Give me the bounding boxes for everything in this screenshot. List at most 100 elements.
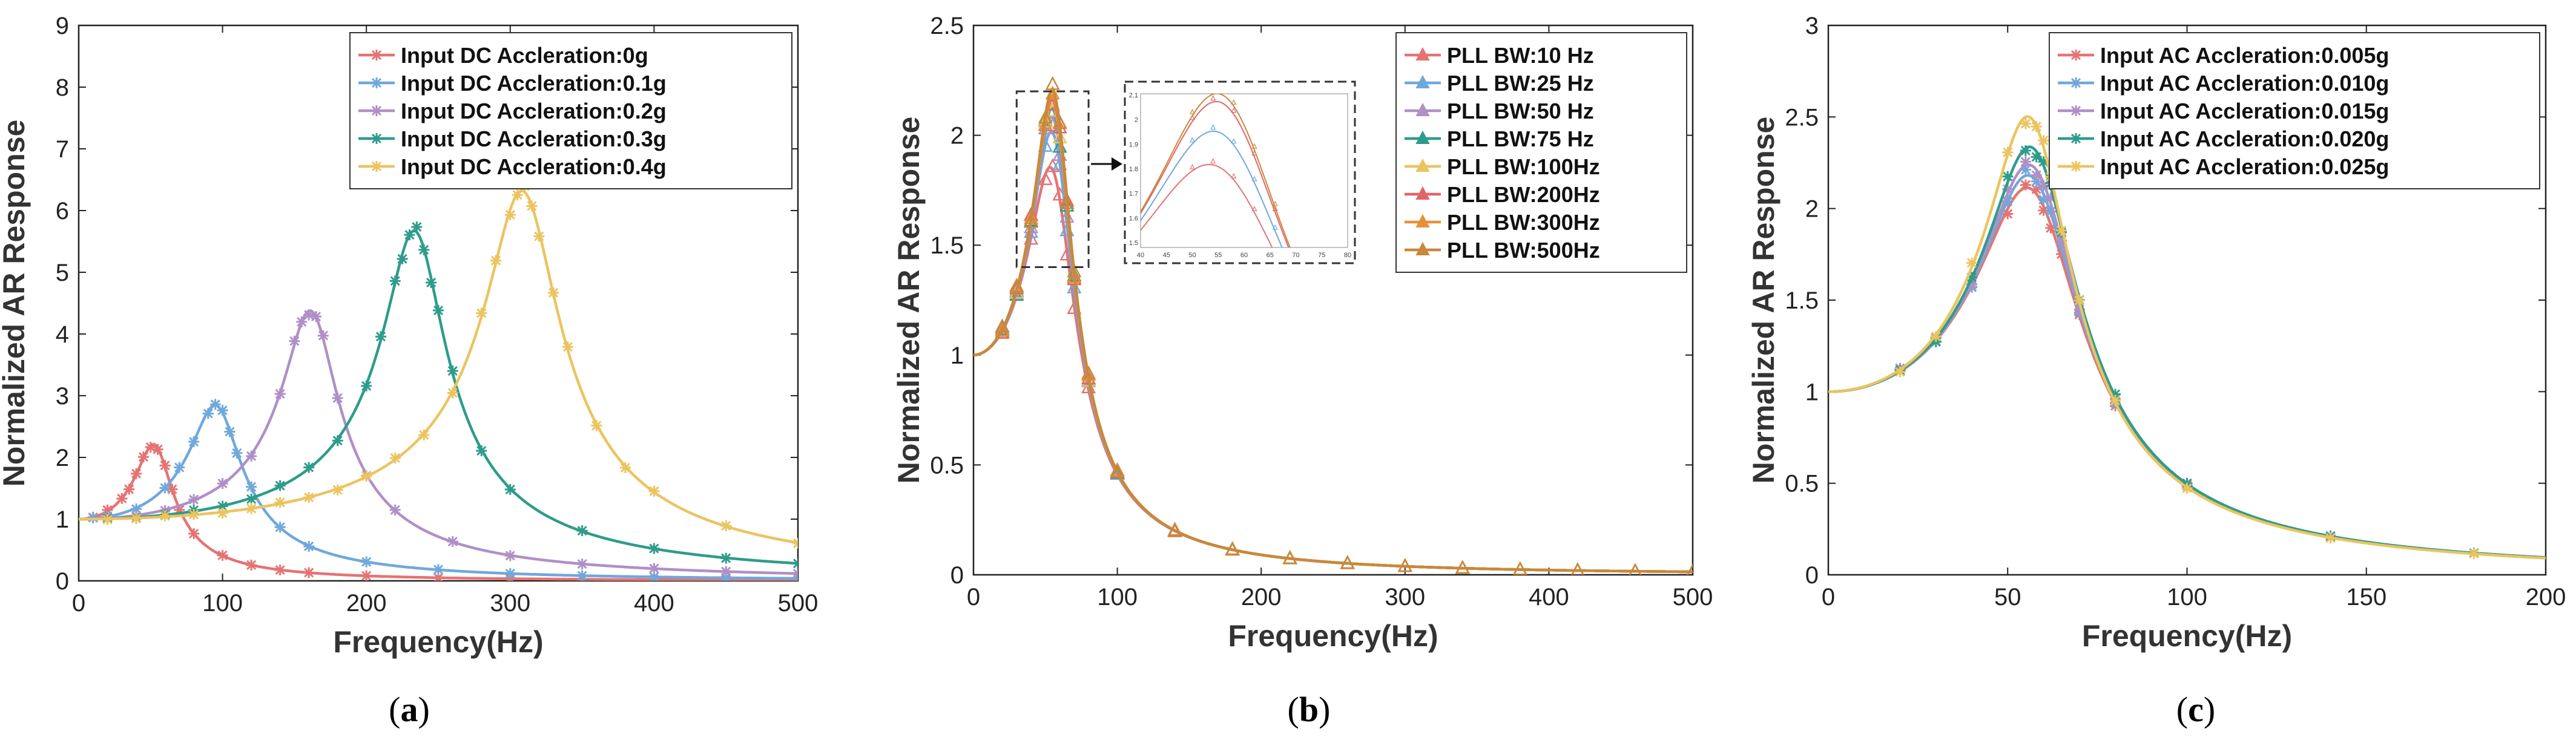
data-point bbox=[1038, 171, 1053, 185]
inset-series-line bbox=[1141, 164, 1273, 247]
y-tick-label: 3 bbox=[1805, 13, 1819, 39]
data-point bbox=[188, 528, 200, 540]
data-point bbox=[995, 322, 1010, 336]
inset-x-tick: 65 bbox=[1267, 252, 1274, 259]
data-point bbox=[389, 275, 401, 287]
data-point bbox=[397, 253, 408, 264]
data-point bbox=[2181, 482, 2193, 494]
data-point bbox=[246, 450, 257, 462]
legend-item: PLL BW:100Hz bbox=[1405, 154, 1600, 179]
data-point bbox=[217, 549, 228, 561]
data-point bbox=[389, 453, 401, 464]
legend-marker bbox=[1415, 158, 1430, 172]
data-point bbox=[274, 480, 286, 491]
inset-data-point bbox=[1272, 224, 1278, 230]
data-point bbox=[504, 209, 516, 220]
y-axis-label: Normalized AR Response bbox=[0, 120, 31, 487]
plot-content bbox=[973, 76, 1693, 575]
data-point bbox=[246, 481, 257, 493]
data-point bbox=[418, 429, 430, 440]
inset-data-point bbox=[1210, 124, 1216, 130]
data-point bbox=[1023, 214, 1039, 228]
data-point bbox=[1067, 263, 1082, 278]
data-point bbox=[2002, 208, 2014, 220]
legend-label: PLL BW:10 Hz bbox=[1447, 43, 1594, 68]
inset-y-tick: 1.9 bbox=[1129, 141, 1138, 148]
inset-data-point bbox=[1190, 137, 1195, 143]
inset-x-tick: 70 bbox=[1292, 252, 1299, 259]
data-point bbox=[159, 460, 171, 471]
legend-box bbox=[2049, 32, 2540, 189]
inset-y-tick: 1.8 bbox=[1129, 166, 1138, 173]
y-tick-label: 0 bbox=[1805, 562, 1819, 589]
data-point bbox=[131, 468, 142, 479]
data-point bbox=[2002, 146, 2014, 158]
data-point bbox=[2074, 295, 2085, 306]
y-tick-label: 1 bbox=[56, 506, 69, 533]
legend-item: Input AC Accleration:0.025g bbox=[2058, 154, 2389, 179]
y-tick-label: 3 bbox=[56, 383, 69, 410]
data-point bbox=[1687, 563, 1693, 575]
inset-x-tick: 75 bbox=[1318, 252, 1325, 259]
data-point bbox=[2020, 156, 2031, 168]
data-point bbox=[224, 426, 236, 437]
y-axis-label: Normalized AR Response bbox=[1747, 117, 1780, 484]
legend-item: PLL BW:300Hz bbox=[1405, 210, 1600, 235]
data-point bbox=[1052, 115, 1067, 129]
legend-label: PLL BW:25 Hz bbox=[1447, 71, 1594, 96]
data-point bbox=[2038, 135, 2049, 146]
inset-y-tick: 2.1 bbox=[1129, 92, 1138, 99]
data-point bbox=[332, 484, 343, 496]
series-line-2 bbox=[79, 309, 798, 575]
data-point bbox=[2031, 169, 2042, 181]
data-point bbox=[2002, 195, 2014, 207]
data-point bbox=[2031, 151, 2042, 163]
x-tick-label: 300 bbox=[490, 590, 530, 617]
data-point bbox=[1397, 558, 1412, 572]
legend-label: Input AC Accleration:0.020g bbox=[2100, 126, 2389, 151]
legend-label: Input AC Accleration:0.010g bbox=[2100, 71, 2389, 96]
data-point bbox=[159, 510, 171, 522]
inset-data-point bbox=[1190, 163, 1195, 169]
data-point bbox=[217, 508, 228, 519]
legend-marker bbox=[1415, 241, 1430, 255]
data-point bbox=[476, 445, 487, 457]
data-point bbox=[619, 462, 631, 473]
data-point bbox=[548, 287, 559, 298]
data-point bbox=[1282, 550, 1297, 565]
y-tick-label: 0 bbox=[950, 562, 964, 589]
inset-x-tick: 60 bbox=[1240, 252, 1248, 259]
data-point bbox=[1081, 365, 1096, 379]
legend-label: Input DC Accleration:0.4g bbox=[401, 154, 667, 179]
data-point bbox=[102, 514, 113, 525]
data-point bbox=[361, 470, 372, 482]
x-tick-label: 500 bbox=[1673, 584, 1713, 610]
legend-marker bbox=[371, 105, 382, 116]
y-tick-label: 1 bbox=[1805, 379, 1819, 405]
legend-label: PLL BW:100Hz bbox=[1447, 154, 1600, 179]
data-point bbox=[188, 509, 200, 520]
legend-item: PLL BW:10 Hz bbox=[1405, 43, 1594, 68]
x-tick-label: 150 bbox=[2346, 584, 2387, 610]
zoom-arrow-head bbox=[1112, 157, 1122, 171]
data-point bbox=[361, 570, 372, 581]
x-tick-label: 100 bbox=[1097, 584, 1138, 610]
data-point bbox=[124, 483, 135, 495]
data-point bbox=[1009, 278, 1024, 293]
chart-panel-c: 0 50 100 150 200 0 0.5 1 1.5 2 2.5 3 Frequency(Hz) No… bbox=[1747, 13, 2566, 653]
data-point bbox=[512, 189, 523, 201]
data-point bbox=[303, 462, 315, 473]
data-point bbox=[2002, 171, 2014, 182]
data-point bbox=[1629, 563, 1642, 575]
legend-label: Input AC Accleration:0.015g bbox=[2100, 99, 2389, 123]
data-point bbox=[720, 552, 732, 564]
plot-content bbox=[1828, 115, 2546, 560]
chart-panel-b: 0 100 200 300 400 500 0 0.5 1 1.5 2 2.5 Frequency(Hz… bbox=[892, 13, 1713, 653]
x-tick-label: 400 bbox=[634, 590, 674, 617]
data-point bbox=[476, 307, 487, 319]
inset-data-point bbox=[1231, 107, 1237, 113]
inset-data-point bbox=[1272, 200, 1278, 206]
legend-marker bbox=[2070, 77, 2081, 88]
data-point bbox=[303, 567, 315, 578]
y-tick-label: 1.5 bbox=[1785, 287, 1819, 314]
